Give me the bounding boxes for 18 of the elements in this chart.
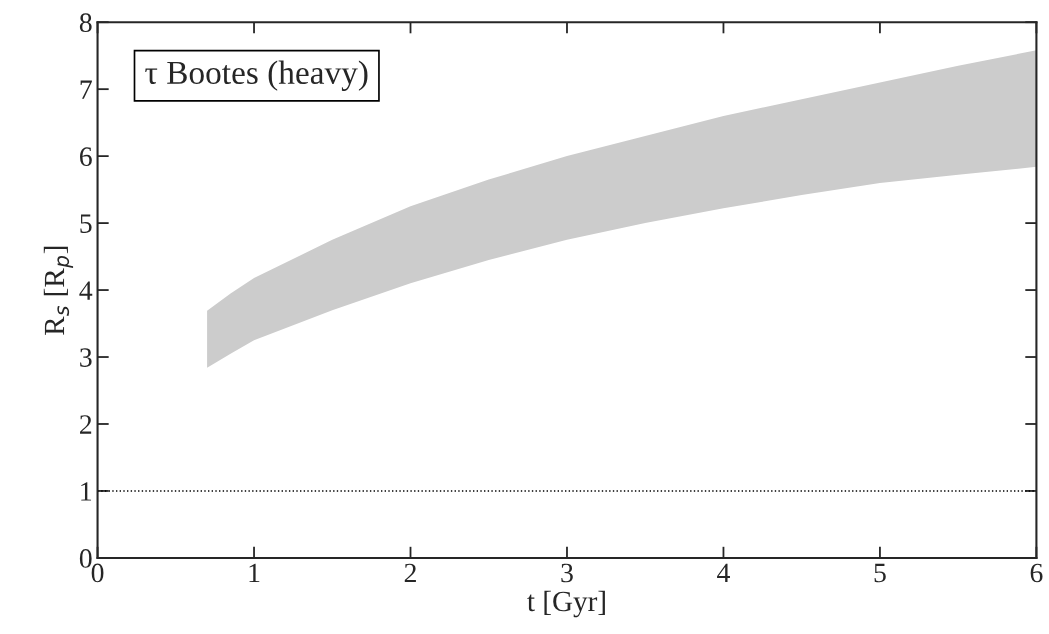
y-tick-label: 4 [79, 281, 93, 300]
x-tick-label: 4 [717, 563, 730, 583]
x-tick-label: 6 [1030, 563, 1043, 583]
x-tick-label: 5 [874, 563, 886, 583]
y-axis-title: R$_{s}$ [R$_{p}$] [43, 246, 74, 336]
y-tick-label: 6 [80, 147, 92, 167]
y-tick-label: 0 [79, 549, 92, 568]
annotation: τ Bootes (heavy) [145, 60, 368, 91]
y-tick-label: 3 [80, 348, 92, 367]
y-tick-label: 2 [80, 415, 92, 434]
x-tick-label: 1 [249, 563, 260, 583]
y-tick-label: 1 [81, 482, 92, 501]
x-axis-title: t [Gyr] [527, 590, 605, 618]
y-tick-label: 5 [80, 214, 92, 233]
x-tick-label: 2 [404, 563, 416, 583]
y-tick-label: 8 [79, 13, 92, 33]
y-tick-label: 7 [80, 80, 92, 99]
x-tick-label: 3 [561, 563, 573, 583]
